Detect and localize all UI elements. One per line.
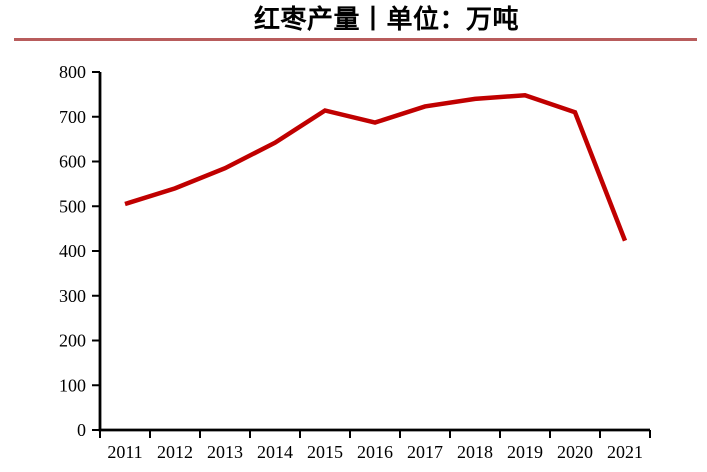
y-tick-label: 800 [59, 62, 86, 82]
x-tick-label: 2017 [407, 442, 443, 462]
y-tick-label: 700 [59, 107, 86, 127]
y-tick-label: 300 [59, 286, 86, 306]
production-line [124, 92, 628, 242]
x-tick-label: 2018 [457, 442, 493, 462]
y-tick-label: 100 [59, 375, 86, 395]
y-tick-label: 500 [59, 196, 86, 216]
x-tick-label: 2020 [557, 442, 593, 462]
x-tick-label: 2013 [207, 442, 243, 462]
x-tick-label: 2021 [607, 442, 643, 462]
title-rule [14, 38, 697, 41]
x-tick-label: 2019 [507, 442, 543, 462]
x-tick-label: 2015 [307, 442, 343, 462]
chart-title: 红枣产量丨单位：万吨 [253, 4, 519, 34]
y-tick-label: 200 [59, 331, 86, 351]
x-tick-label: 2016 [357, 442, 393, 462]
y-tick-label: 600 [59, 152, 86, 172]
x-tick-label: 2014 [257, 442, 293, 462]
y-tick-label: 0 [77, 420, 86, 440]
x-tick-label: 2011 [107, 442, 142, 462]
y-tick-label: 400 [59, 241, 86, 261]
x-tick-label: 2012 [157, 442, 193, 462]
